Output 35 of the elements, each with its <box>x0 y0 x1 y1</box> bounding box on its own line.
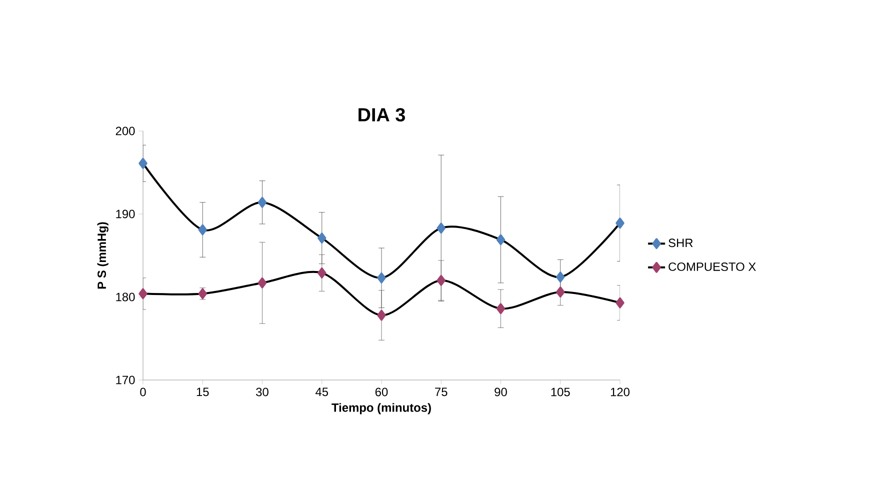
point <box>318 232 326 244</box>
point <box>616 297 624 308</box>
point <box>436 222 446 234</box>
point <box>258 277 267 288</box>
legend-label: COMPUESTO X <box>668 262 756 271</box>
x-tick-label: 90 <box>494 388 507 396</box>
chart-title: DIA 3 <box>358 108 405 122</box>
y-tick-label: 190 <box>116 210 135 218</box>
point <box>138 158 148 169</box>
y-tick-label: 170 <box>116 376 135 384</box>
x-tick-label: 120 <box>610 388 630 396</box>
x-tick-label: 45 <box>316 388 328 396</box>
point <box>436 274 446 286</box>
point <box>556 272 565 283</box>
y-axis-title: P S (mmHg) <box>97 222 108 289</box>
point <box>138 288 148 300</box>
legend-label: SHR <box>668 238 693 248</box>
point <box>318 267 326 278</box>
x-tick-label: 75 <box>435 388 448 396</box>
y-tick-label: 200 <box>116 126 135 136</box>
point <box>258 196 267 208</box>
point <box>496 303 506 314</box>
point <box>198 224 207 236</box>
x-tick-label: 60 <box>375 388 388 396</box>
y-tick-label: 180 <box>116 292 135 302</box>
point <box>377 272 386 284</box>
point <box>496 234 506 246</box>
point <box>556 286 565 298</box>
x-tick-label: 30 <box>256 388 268 396</box>
point <box>616 218 624 229</box>
x-tick-label: 15 <box>196 388 209 396</box>
x-tick-label: 105 <box>551 388 570 396</box>
x-tick-label: 0 <box>140 388 146 396</box>
point <box>377 310 386 321</box>
x-axis-title: Tiempo (minutos) <box>332 403 431 414</box>
